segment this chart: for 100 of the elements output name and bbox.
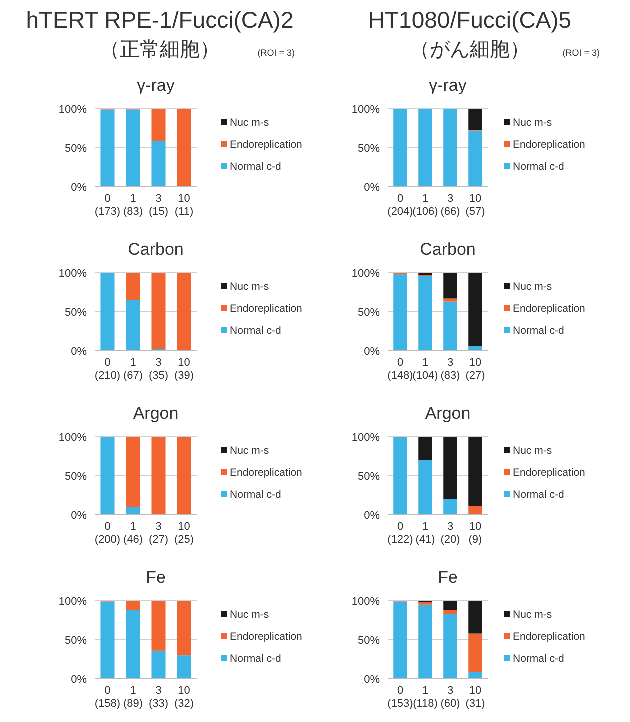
y-tick-label: 0% (364, 510, 380, 522)
y-tick-label: 100% (58, 432, 88, 444)
x-tick-label: 10 (27) (466, 357, 486, 382)
chart-title: γ-ray (137, 76, 176, 95)
chart-title: Carbon (128, 240, 184, 259)
chart-title: Carbon (420, 240, 476, 259)
x-tick-label: 0 (200) (94, 521, 121, 546)
chart-title: γ-ray (429, 76, 468, 95)
legend-label: Nuc m-s (513, 117, 552, 129)
y-tick-label: 100% (352, 432, 380, 444)
legend-label: Nuc m-s (513, 281, 552, 293)
x-tick-label: 3 (83) (440, 357, 460, 382)
bar (444, 499, 458, 515)
bar (152, 601, 166, 651)
y-tick-label: 0% (364, 346, 380, 358)
bar (444, 614, 458, 679)
legend-label: Endoreplication (230, 303, 303, 315)
x-tick-label: 0 (153) (388, 685, 414, 710)
x-tick-label: 1 (46) (123, 521, 144, 546)
bar (418, 109, 432, 187)
x-tick-label: 0 (158) (94, 685, 121, 710)
bar (468, 634, 482, 672)
bar (152, 109, 166, 141)
legend-label: Endoreplication (513, 303, 586, 315)
bar (468, 601, 482, 634)
y-tick-label: 0% (71, 346, 88, 358)
bar (394, 437, 408, 515)
legend-label: Endoreplication (513, 139, 586, 151)
bar (468, 109, 482, 130)
bar (418, 437, 432, 460)
x-tick-label: 3 (15) (148, 193, 169, 218)
bar (418, 604, 432, 679)
bar (468, 437, 482, 506)
x-tick-label: 3 (20) (440, 521, 460, 546)
x-tick-label: 10 (25) (174, 521, 194, 546)
x-tick-label: 1 (104) (412, 357, 438, 382)
y-tick-label: 50% (358, 471, 380, 483)
x-tick-label: 3 (27) (148, 521, 169, 546)
x-tick-label: 1 (67) (123, 357, 144, 382)
legend-label: Normal c-d (513, 161, 564, 173)
legend-label: Endoreplication (230, 631, 303, 643)
bar (444, 601, 458, 610)
bar (418, 276, 432, 351)
y-tick-label: 50% (358, 143, 380, 155)
bar (100, 273, 115, 351)
x-tick-label: 10 (32) (174, 685, 194, 710)
bar (152, 650, 166, 679)
x-tick-label: 0 (122) (388, 521, 414, 546)
x-tick-label: 0 (204) (388, 193, 414, 218)
bar (126, 273, 140, 300)
legend-label: Normal c-d (230, 653, 282, 665)
bar (177, 109, 192, 187)
text: （がん細胞） (410, 39, 530, 61)
legend-label: Nuc m-s (230, 281, 270, 293)
chart-title: Fe (146, 568, 166, 587)
bar (152, 140, 166, 187)
bar (444, 298, 458, 302)
x-tick-label: 3 (35) (148, 357, 169, 382)
x-tick-label: 10 (9) (468, 521, 482, 546)
bar (126, 601, 140, 610)
bar (444, 302, 458, 351)
x-tick-label: 0 (148) (388, 357, 414, 382)
bar (468, 506, 482, 515)
x-tick-label: 10 (31) (466, 685, 486, 710)
y-tick-label: 100% (58, 268, 88, 280)
chart-title: Fe (438, 568, 458, 587)
y-tick-label: 100% (58, 596, 88, 608)
bar (444, 610, 458, 614)
legend-label: Normal c-d (513, 489, 564, 501)
y-tick-label: 100% (352, 104, 380, 116)
bar (177, 273, 192, 351)
y-tick-label: 50% (64, 471, 88, 483)
legend-label: Normal c-d (230, 489, 282, 501)
text: （正常細胞） (100, 39, 220, 61)
legend-label: Nuc m-s (513, 609, 552, 621)
bar (100, 602, 115, 679)
bar (468, 273, 482, 346)
x-tick-label: 1 (41) (416, 521, 436, 546)
y-tick-label: 50% (64, 307, 88, 319)
bar (468, 130, 482, 187)
legend-label: Nuc m-s (230, 117, 270, 129)
y-tick-label: 100% (352, 596, 380, 608)
bar (394, 274, 408, 351)
y-tick-label: 0% (364, 182, 380, 194)
bar (126, 110, 140, 187)
y-tick-label: 0% (71, 182, 88, 194)
text: (ROI = 3) (562, 48, 600, 58)
x-tick-label: 10 (57) (466, 193, 486, 218)
bar (444, 437, 458, 500)
legend-label: Nuc m-s (230, 609, 270, 621)
x-tick-label: 1 (118) (413, 685, 438, 710)
y-tick-label: 0% (71, 510, 88, 522)
legend-label: Endoreplication (513, 467, 586, 479)
y-tick-label: 0% (71, 674, 88, 686)
legend-label: Normal c-d (230, 161, 282, 173)
text: (ROI = 3) (258, 48, 295, 58)
bar (394, 602, 408, 679)
y-tick-label: 50% (64, 635, 88, 647)
legend-label: Normal c-d (513, 653, 564, 665)
x-tick-label: 3 (66) (440, 193, 460, 218)
